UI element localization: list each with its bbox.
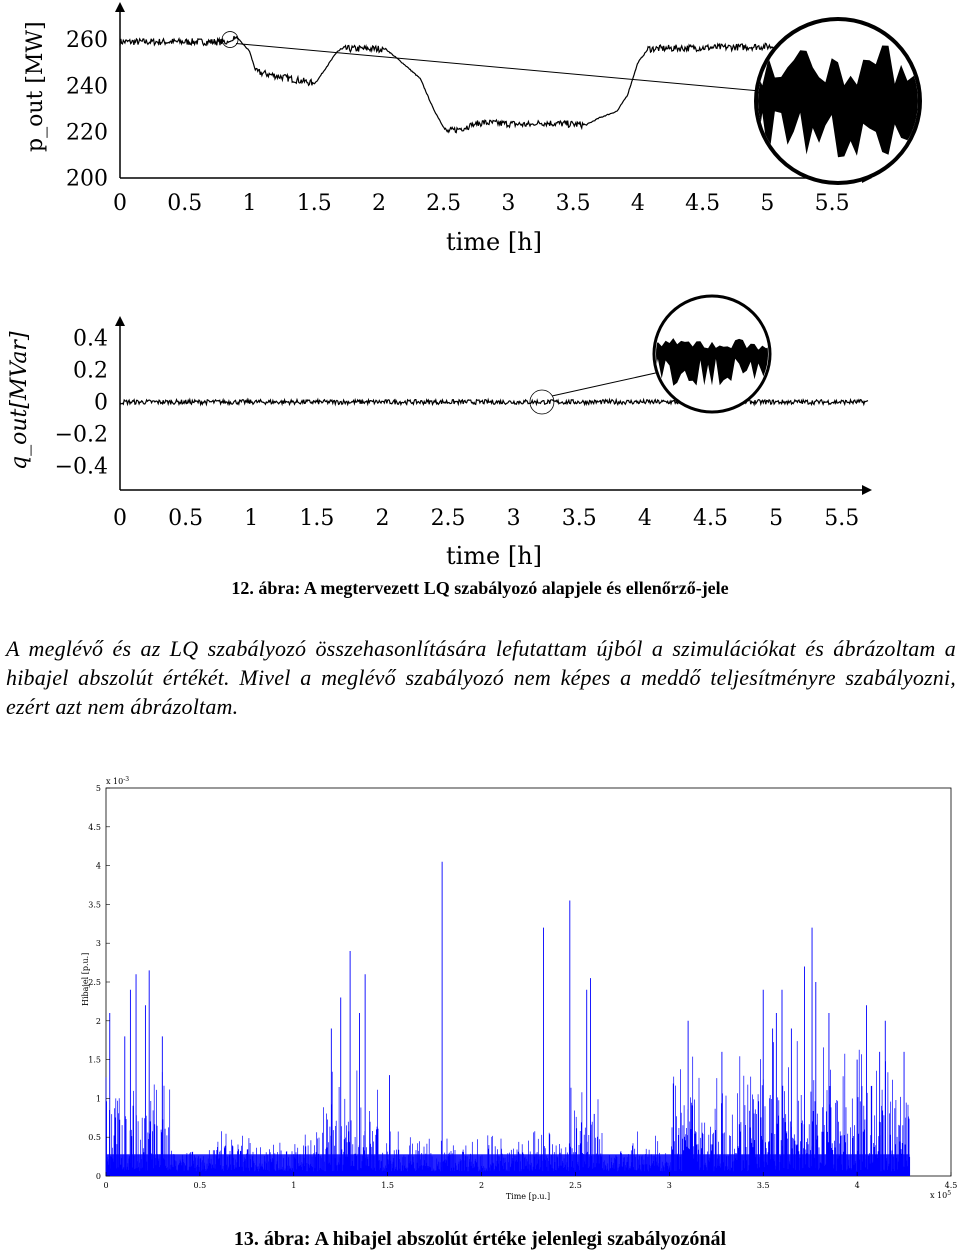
p-y-ticks: 200 220 240 260	[66, 28, 108, 191]
e-y-tick-label: 1	[96, 1094, 101, 1103]
p-zoom-inset	[221, 17, 922, 185]
q-axes	[115, 316, 872, 495]
p-zoom-noise	[758, 45, 918, 160]
p-x-tick-label: 5.5	[815, 191, 850, 216]
body-paragraph: A meglévő és az LQ szabályozó összehason…	[6, 636, 956, 719]
e-plot-frame	[105, 787, 952, 1177]
e-x-tick-label: 0.5	[194, 1181, 207, 1190]
p-x-tick-label: 3	[501, 191, 515, 216]
q-zoom-marker	[529, 389, 555, 415]
p-x-tick-label: 0	[113, 191, 127, 216]
e-y-axis-label: Hibajel [p.u.]	[81, 953, 90, 1006]
p-y-axis-label: p_out [MW]	[23, 21, 48, 152]
e-y-ticks: 0 0.5 1 1.5 2 2.5 3 3.5 4 4.5 5	[88, 784, 110, 1181]
p-x-tick-label: 3.5	[556, 191, 591, 216]
q-zoom-connector	[551, 371, 661, 397]
q-y-tick-label: 0	[94, 391, 108, 416]
q-y-tick-label: 0.4	[73, 327, 108, 352]
q-series-line	[119, 397, 869, 407]
e-x-tick-label: 3.5	[757, 1181, 770, 1190]
p-x-tick-label: 4	[631, 191, 645, 216]
q-x-tick-label: 1.5	[299, 506, 334, 531]
q-y-axis-label: q_out[MVar]	[7, 331, 32, 470]
e-y-tick-label: 0.5	[88, 1133, 101, 1142]
p-y-arrow	[115, 2, 125, 12]
q-series	[119, 397, 869, 407]
q-x-tick-label: 4.5	[693, 506, 728, 531]
q-y-arrow	[115, 316, 125, 326]
p-x-tick-label: 1	[242, 191, 256, 216]
p-x-tick-label: 1.5	[297, 191, 332, 216]
q-x-tick-label: 2.5	[431, 506, 466, 531]
q-x-tick-label: 4	[638, 506, 652, 531]
e-y-tick-label: 0	[96, 1172, 101, 1181]
e-y-tick-label: 4	[96, 862, 101, 871]
q-x-tick-label: 5.5	[824, 506, 859, 531]
e-x-tick-label: 2	[479, 1181, 484, 1190]
q-zoom-content	[656, 338, 768, 386]
p-series-line	[119, 35, 859, 134]
e-x-multiplier: x 105	[930, 1190, 951, 1200]
figure-12-caption: 12. ábra: A megtervezett LQ szabályozó a…	[231, 578, 729, 598]
e-x-tick-label: 4	[855, 1181, 860, 1190]
e-series	[105, 861, 911, 1176]
chart-error-signal: 0 0.5 1 1.5 2 2.5 3 3.5 4 4.5 5 0 0.5 1 1.5 2 2.5 3 3.5 4 4…	[81, 776, 957, 1201]
p-y-tick-label: 200	[66, 167, 108, 192]
p-x-tick-label: 5	[760, 191, 774, 216]
e-series-baseline	[106, 1154, 910, 1176]
p-zoom-content	[758, 45, 918, 160]
q-x-tick-label: 0.5	[168, 506, 203, 531]
p-y-tick-label: 220	[66, 121, 108, 146]
e-y-tick-label: 1.5	[88, 1056, 101, 1065]
p-zoom-connector	[236, 43, 761, 92]
q-y-tick-label: −0.4	[55, 455, 108, 480]
e-y-multiplier: x 10-3	[106, 776, 129, 786]
p-zoom-marker	[221, 31, 239, 48]
p-series	[119, 35, 859, 134]
chart-p-out: 200 220 240 260 0 0.5 1 1.5 2 2.5 3 3.5 4 4.5 5 5.5 p_…	[23, 2, 922, 256]
e-x-tick-label: 2.5	[569, 1181, 582, 1190]
q-y-ticks: 0.4 0.2 0 −0.2 −0.4	[55, 327, 108, 480]
figure-13-caption: 13. ábra: A hibajel abszolút értéke jele…	[233, 1228, 727, 1250]
q-y-tick-label: −0.2	[55, 423, 108, 448]
q-x-axis-label: time [h]	[446, 542, 542, 570]
q-x-arrow	[862, 485, 872, 495]
q-y-tick-label: 0.2	[73, 359, 108, 384]
q-x-tick-label: 2	[375, 506, 389, 531]
p-x-tick-label: 2	[372, 191, 386, 216]
q-zoom-noise	[656, 338, 768, 386]
e-y-tick-label: 4.5	[88, 823, 101, 832]
e-y-tick-label: 5	[96, 784, 101, 793]
p-y-tick-label: 260	[66, 28, 108, 53]
e-y-tick-label: 2	[96, 1017, 101, 1026]
e-x-tick-label: 3	[667, 1181, 672, 1190]
e-x-tick-label: 4.5	[945, 1181, 958, 1190]
p-x-tick-label: 0.5	[167, 191, 202, 216]
q-x-tick-label: 1	[244, 506, 258, 531]
e-x-tick-label: 1	[291, 1181, 296, 1190]
e-y-tick-label: 3	[96, 939, 101, 948]
e-x-tick-label: 1.5	[381, 1181, 394, 1190]
q-x-tick-label: 0	[113, 506, 127, 531]
e-y-tick-label: 3.5	[88, 900, 101, 909]
e-x-axis-label: Time [p.u.]	[506, 1192, 550, 1201]
p-y-tick-label: 240	[66, 74, 108, 99]
q-x-tick-label: 3.5	[562, 506, 597, 531]
q-x-ticks: 0 0.5 1 1.5 2 2.5 3 3.5 4 4.5 5 5.5	[113, 506, 859, 531]
e-y-tick-label: 2.5	[88, 978, 101, 987]
p-x-tick-label: 4.5	[685, 191, 720, 216]
q-zoom-inset	[529, 294, 772, 415]
chart-q-out: 0.4 0.2 0 −0.2 −0.4 0 0.5 1 1.5 2 2.5 3 3.5 4 4.5 5 5.5…	[7, 294, 872, 570]
p-x-ticks: 0 0.5 1 1.5 2 2.5 3 3.5 4 4.5 5 5.5	[113, 191, 850, 216]
p-x-axis-label: time [h]	[446, 228, 542, 256]
q-x-tick-label: 3	[507, 506, 521, 531]
e-x-tick-label: 0	[103, 1181, 108, 1190]
p-x-tick-label: 2.5	[426, 191, 461, 216]
e-x-ticks: 0 0.5 1 1.5 2 2.5 3 3.5 4 4.5	[103, 1172, 957, 1190]
q-x-tick-label: 5	[769, 506, 783, 531]
